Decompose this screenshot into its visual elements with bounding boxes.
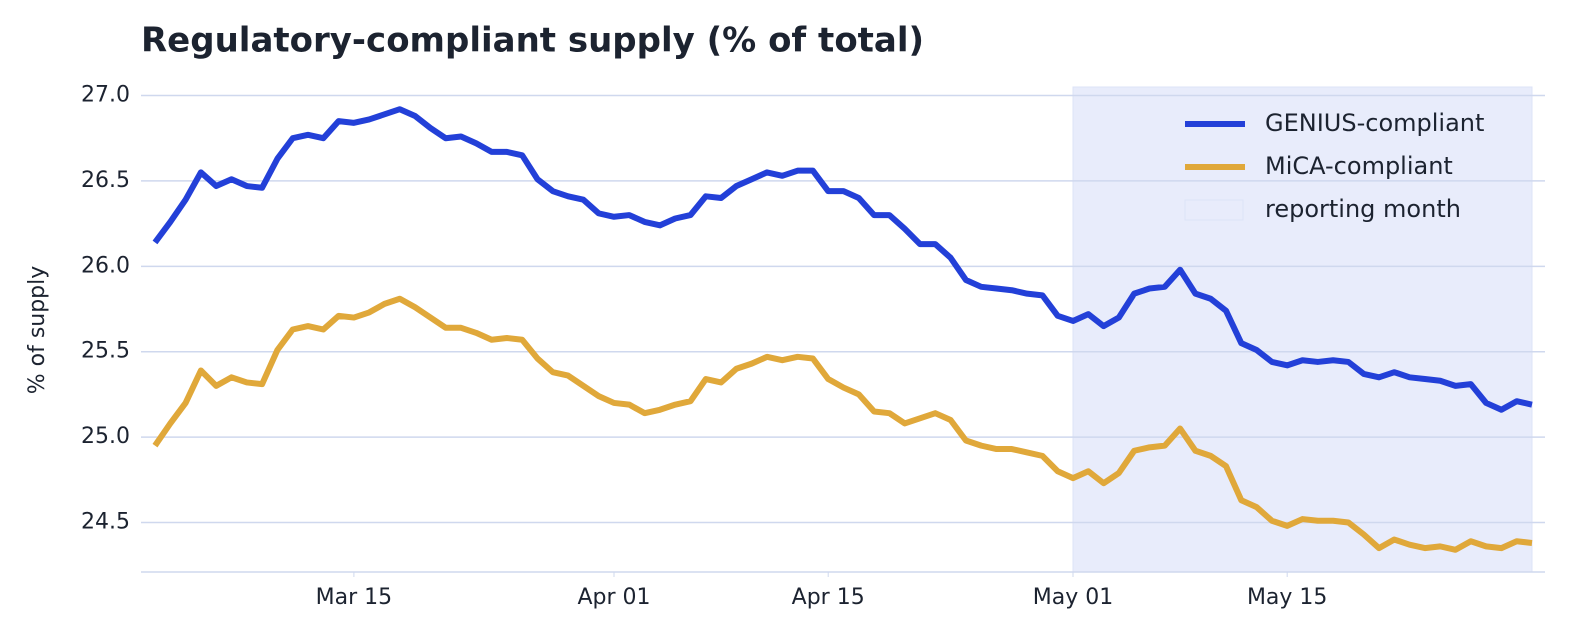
y-tick-label: 27.0 (81, 83, 130, 108)
x-tick-label: May 15 (1247, 585, 1327, 610)
y-tick-label: 25.5 (81, 339, 130, 364)
y-tick-label: 26.0 (81, 253, 130, 278)
x-tick-label: Apr 15 (792, 585, 865, 610)
legend-label: GENIUS-compliant (1265, 109, 1484, 137)
y-axis-label: % of supply (25, 266, 50, 395)
y-tick-label: 26.5 (81, 168, 130, 193)
x-tick-label: Apr 01 (577, 585, 650, 610)
x-tick-label: May 01 (1033, 585, 1113, 610)
series-line (152, 106, 1533, 413)
legend: GENIUS-compliant MiCA-compliant reporting … (1184, 109, 1484, 223)
y-tick-label: 24.5 (81, 509, 130, 534)
legend-swatch (1184, 199, 1244, 221)
chart-title: Regulatory-compliant supply (% of total) (141, 21, 924, 61)
legend-label: MiCA-compliant (1265, 152, 1453, 180)
x-tick-label: Mar 15 (316, 585, 393, 610)
legend-label: reporting month (1265, 195, 1461, 223)
highlight-span (1072, 86, 1533, 573)
series-line (152, 295, 1533, 553)
y-tick-label: 25.0 (81, 424, 130, 449)
